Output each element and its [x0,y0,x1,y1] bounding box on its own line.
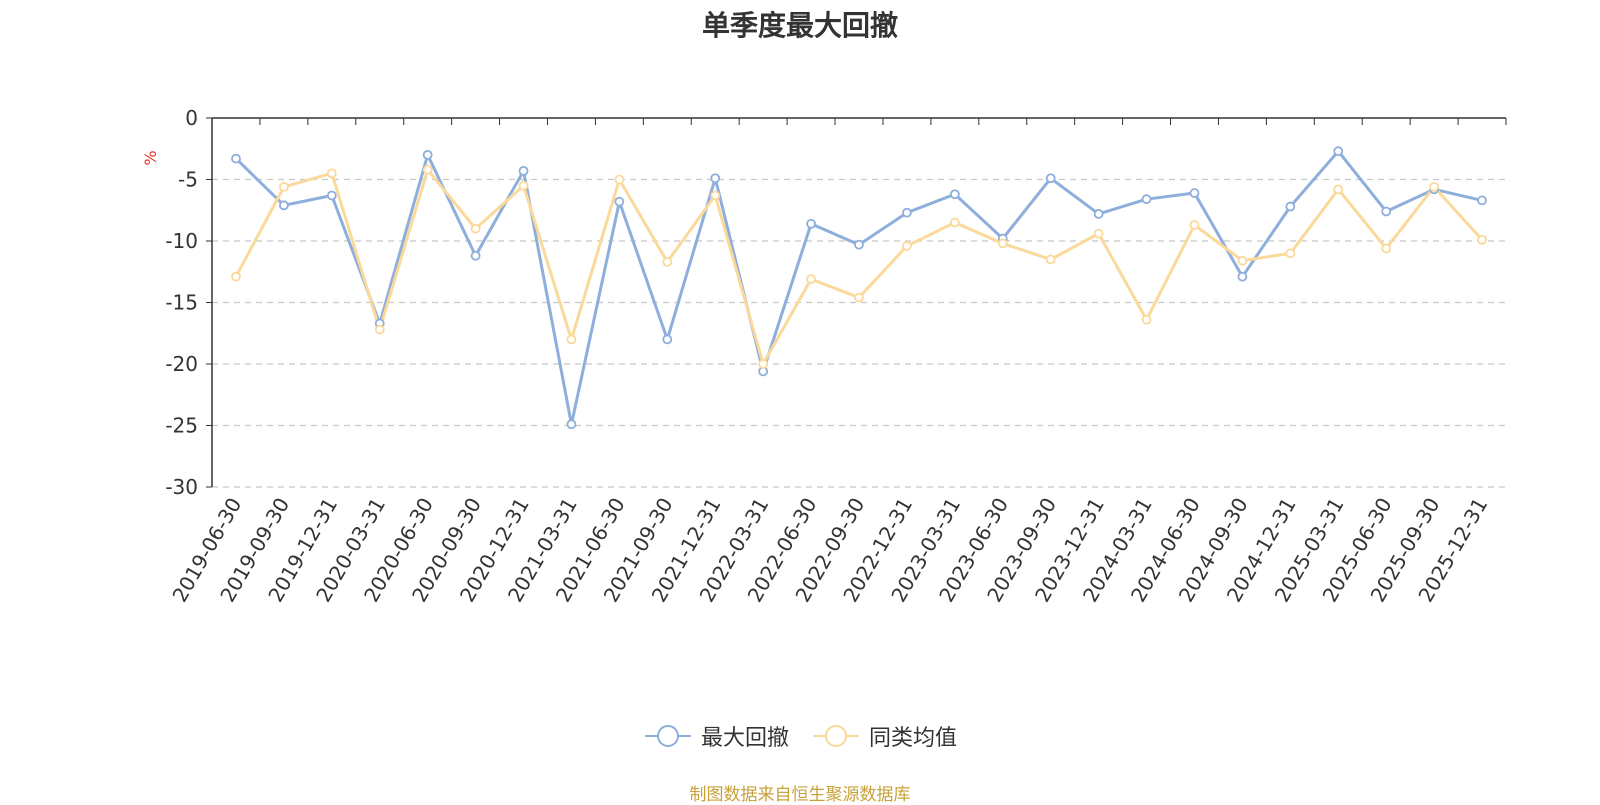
data-point-series-1[interactable] [949,189,960,200]
data-point-series-2[interactable] [518,180,529,191]
data-point-series-1[interactable] [1237,271,1248,282]
series-line-1 [234,149,1483,426]
data-point-series-2[interactable] [422,164,433,175]
grid-lines [212,178,1506,488]
data-point-series-1[interactable] [566,419,577,430]
legend-label-series-2: 同类均值 [869,726,958,751]
data-point-series-1[interactable] [1285,201,1296,212]
data-point-series-1[interactable] [854,239,864,250]
data-point-series-2[interactable] [1093,228,1104,239]
legend-item-series-2[interactable]: 同类均值 [811,720,957,752]
legend-label-series-1: 最大回撤 [700,726,789,751]
chart-title: 单季度最大回撤 [701,9,898,42]
data-point-series-1[interactable] [278,200,289,211]
data-point-series-2[interactable] [231,271,241,282]
series-lines [231,146,1487,430]
data-point-series-2[interactable] [758,359,769,369]
y-axis-label: % [141,150,160,165]
legend-line-circle-icon [644,725,691,747]
data-point-series-2[interactable] [566,334,577,345]
data-point-series-2[interactable] [949,217,960,228]
data-point-series-1[interactable] [710,173,721,184]
data-point-series-1[interactable] [326,190,337,201]
data-point-series-2[interactable] [997,238,1008,249]
y-tick-label: -15 [165,291,198,315]
source-note: 制图数据来自恒生聚源数据库 [689,785,911,805]
data-point-series-2[interactable] [1429,181,1440,192]
axes [206,117,1507,488]
data-point-series-2[interactable] [710,190,721,201]
data-point-series-1[interactable] [1045,173,1056,184]
axis-labels: 0-5-10-15-20-25-30%2019-06-302019-09-302… [141,106,1492,606]
y-tick-label: -25 [165,414,198,438]
data-point-series-1[interactable] [902,207,912,218]
data-point-series-1[interactable] [1333,146,1344,157]
data-point-series-2[interactable] [1189,220,1200,230]
data-point-series-1[interactable] [422,149,433,160]
data-point-series-2[interactable] [662,257,673,267]
data-point-series-2[interactable] [470,223,481,234]
y-tick-label: -5 [178,168,198,192]
y-tick-label: -10 [165,229,198,253]
y-tick-label: -20 [165,352,198,376]
data-point-series-2[interactable] [374,324,385,335]
data-point-series-2[interactable] [1477,234,1487,245]
data-point-series-2[interactable] [806,274,816,285]
data-point-series-1[interactable] [1381,206,1392,217]
data-point-series-1[interactable] [1477,195,1487,206]
data-point-series-1[interactable] [662,334,673,345]
data-point-series-1[interactable] [1189,188,1200,198]
data-point-series-1[interactable] [470,250,481,261]
data-point-series-2[interactable] [278,181,289,192]
data-point-series-2[interactable] [1141,314,1152,325]
data-point-series-2[interactable] [1333,184,1344,195]
data-point-series-1[interactable] [231,153,241,164]
legend-line-circle-icon [813,725,859,747]
data-point-series-2[interactable] [902,241,912,251]
data-point-series-2[interactable] [1045,254,1056,265]
data-point-series-2[interactable] [1381,243,1392,254]
data-point-series-2[interactable] [614,174,625,185]
data-point-series-1[interactable] [614,196,625,207]
data-point-series-2[interactable] [854,292,864,303]
data-point-series-1[interactable] [1093,209,1104,219]
y-tick-label: 0 [185,106,198,130]
data-point-series-1[interactable] [518,165,529,176]
data-point-series-1[interactable] [806,218,816,229]
data-point-series-2[interactable] [1285,248,1296,259]
data-point-series-2[interactable] [1237,255,1248,266]
data-point-series-2[interactable] [326,168,337,179]
legend-item-series-1[interactable]: 最大回撤 [643,720,789,752]
data-point-series-1[interactable] [1141,194,1152,205]
y-tick-label: -30 [165,475,198,499]
legend: 最大回撤 同类均值 [0,720,1600,752]
